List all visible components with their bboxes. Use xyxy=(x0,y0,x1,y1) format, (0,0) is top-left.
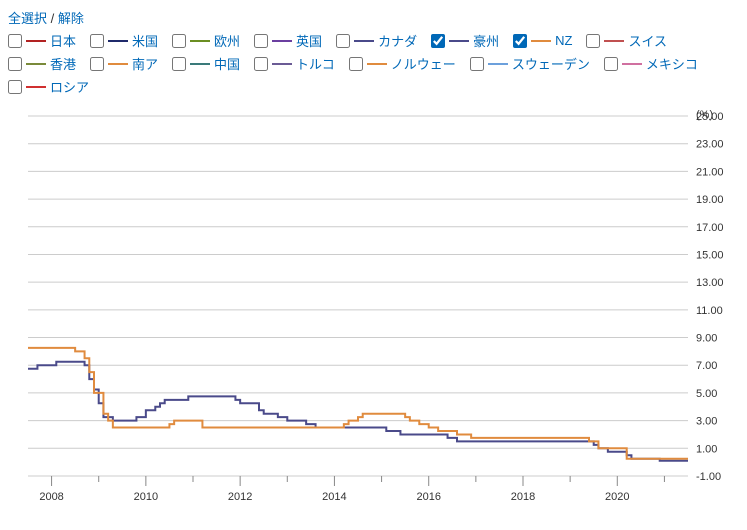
svg-text:3.00: 3.00 xyxy=(696,416,717,428)
legend-item-us[interactable]: 米国 xyxy=(90,31,158,50)
legend-checkbox-turkey[interactable] xyxy=(254,57,268,71)
legend-checkbox-canada[interactable] xyxy=(336,34,350,48)
legend-checkbox-us[interactable] xyxy=(90,34,104,48)
svg-text:19.00: 19.00 xyxy=(696,194,724,206)
legend-swatch-nz xyxy=(531,40,551,42)
series-aus xyxy=(28,362,688,461)
policy-rate-chart: -1.00 1.00 3.00 5.00 7.00 9.00 11.00 13.00 15.00… xyxy=(8,106,728,506)
svg-text:9.00: 9.00 xyxy=(696,333,717,345)
legend-checkbox-china[interactable] xyxy=(172,57,186,71)
legend-label-turkey: トルコ xyxy=(296,54,335,73)
legend-item-mexico[interactable]: メキシコ xyxy=(604,54,698,73)
svg-text:7.00: 7.00 xyxy=(696,360,717,372)
legend-checkbox-mexico[interactable] xyxy=(604,57,618,71)
svg-text:23.00: 23.00 xyxy=(696,139,724,151)
legend-checkbox-hk[interactable] xyxy=(8,57,22,71)
legend-label-norway: ノルウェー xyxy=(391,54,456,73)
legend-checkbox-norway[interactable] xyxy=(349,57,363,71)
svg-text:2010: 2010 xyxy=(134,491,158,503)
legend-checkbox-sa[interactable] xyxy=(90,57,104,71)
svg-text:2016: 2016 xyxy=(416,491,440,503)
legend-item-turkey[interactable]: トルコ xyxy=(254,54,335,73)
legend-item-japan[interactable]: 日本 xyxy=(8,31,76,50)
series-nz xyxy=(28,348,688,459)
legend-label-us: 米国 xyxy=(132,31,158,50)
legend-swatch-russia xyxy=(26,86,46,88)
controls-separator: / xyxy=(47,11,58,26)
legend-checkbox-europe[interactable] xyxy=(172,34,186,48)
legend-swatch-canada xyxy=(354,40,374,42)
legend-item-canada[interactable]: カナダ xyxy=(336,31,417,50)
legend-item-china[interactable]: 中国 xyxy=(172,54,240,73)
svg-text:1.00: 1.00 xyxy=(696,443,717,455)
svg-text:2020: 2020 xyxy=(605,491,629,503)
legend-swatch-uk xyxy=(272,40,292,42)
legend-swatch-us xyxy=(108,40,128,42)
legend-item-norway[interactable]: ノルウェー xyxy=(349,54,456,73)
svg-text:(%): (%) xyxy=(696,109,713,121)
legend: 日本 米国 欧州 英国 カナダ 豪州 NZ スイス香港 南ア 中国 トルコ ノルウェー スウェーデン メキ… xyxy=(8,31,739,96)
svg-text:2018: 2018 xyxy=(511,491,535,503)
svg-text:2008: 2008 xyxy=(39,491,63,503)
legend-swatch-norway xyxy=(367,63,387,65)
legend-item-uk[interactable]: 英国 xyxy=(254,31,322,50)
svg-text:21.00: 21.00 xyxy=(696,166,724,178)
legend-label-uk: 英国 xyxy=(296,31,322,50)
legend-item-europe[interactable]: 欧州 xyxy=(172,31,240,50)
legend-label-sweden: スウェーデン xyxy=(512,54,590,73)
legend-label-swiss: スイス xyxy=(628,31,667,50)
legend-label-hk: 香港 xyxy=(50,54,76,73)
legend-label-aus: 豪州 xyxy=(473,31,499,50)
legend-swatch-hk xyxy=(26,63,46,65)
legend-checkbox-swiss[interactable] xyxy=(586,34,600,48)
legend-swatch-aus xyxy=(449,40,469,42)
legend-checkbox-aus[interactable] xyxy=(431,34,445,48)
svg-text:5.00: 5.00 xyxy=(696,388,717,400)
legend-label-japan: 日本 xyxy=(50,31,76,50)
legend-label-china: 中国 xyxy=(214,54,240,73)
legend-swatch-turkey xyxy=(272,63,292,65)
legend-item-hk[interactable]: 香港 xyxy=(8,54,76,73)
legend-label-russia: ロシア xyxy=(50,77,89,96)
legend-checkbox-japan[interactable] xyxy=(8,34,22,48)
deselect-all-link[interactable]: 解除 xyxy=(58,11,84,26)
select-all-link[interactable]: 全選択 xyxy=(8,11,47,26)
svg-text:2012: 2012 xyxy=(228,491,252,503)
svg-text:15.00: 15.00 xyxy=(696,249,724,261)
legend-label-europe: 欧州 xyxy=(214,31,240,50)
svg-text:13.00: 13.00 xyxy=(696,277,724,289)
legend-checkbox-russia[interactable] xyxy=(8,80,22,94)
legend-checkbox-nz[interactable] xyxy=(513,34,527,48)
legend-item-nz[interactable]: NZ xyxy=(513,31,572,50)
legend-label-canada: カナダ xyxy=(378,31,417,50)
legend-swatch-japan xyxy=(26,40,46,42)
svg-text:11.00: 11.00 xyxy=(696,305,723,317)
svg-text:-1.00: -1.00 xyxy=(696,471,721,483)
legend-label-nz: NZ xyxy=(555,33,572,48)
legend-item-russia[interactable]: ロシア xyxy=(8,77,89,96)
legend-label-mexico: メキシコ xyxy=(646,54,698,73)
legend-controls: 全選択 / 解除 xyxy=(8,8,739,27)
legend-swatch-sweden xyxy=(488,63,508,65)
legend-item-sa[interactable]: 南ア xyxy=(90,54,158,73)
svg-text:2014: 2014 xyxy=(322,491,346,503)
legend-item-swiss[interactable]: スイス xyxy=(586,31,667,50)
legend-swatch-swiss xyxy=(604,40,624,42)
legend-checkbox-uk[interactable] xyxy=(254,34,268,48)
legend-item-sweden[interactable]: スウェーデン xyxy=(470,54,590,73)
legend-item-aus[interactable]: 豪州 xyxy=(431,31,499,50)
legend-checkbox-sweden[interactable] xyxy=(470,57,484,71)
svg-text:17.00: 17.00 xyxy=(696,222,724,234)
legend-swatch-europe xyxy=(190,40,210,42)
legend-swatch-mexico xyxy=(622,63,642,65)
legend-swatch-china xyxy=(190,63,210,65)
legend-swatch-sa xyxy=(108,63,128,65)
legend-label-sa: 南ア xyxy=(132,54,158,73)
